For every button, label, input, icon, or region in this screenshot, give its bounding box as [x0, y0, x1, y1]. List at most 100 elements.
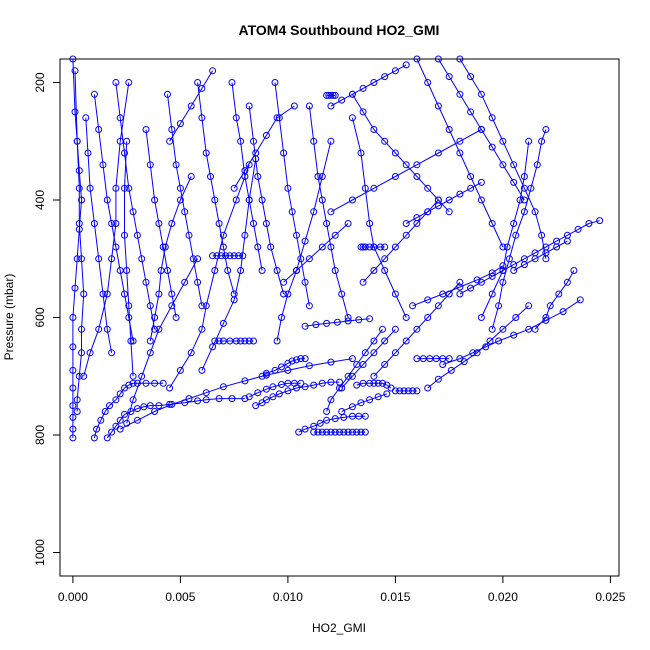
- data-point: [424, 79, 432, 86]
- series-0: [69, 55, 85, 442]
- data-point: [391, 325, 399, 333]
- data-point: [456, 149, 464, 157]
- data-point: [323, 416, 331, 424]
- data-point: [284, 366, 292, 374]
- data-point: [525, 137, 533, 145]
- data-point: [69, 314, 77, 321]
- data-point: [202, 149, 210, 157]
- data-point: [211, 267, 219, 274]
- data-point: [230, 290, 238, 298]
- data-point: [288, 208, 296, 216]
- data-point: [125, 314, 133, 321]
- data-point: [531, 325, 539, 333]
- data-point: [78, 196, 85, 204]
- data-point: [202, 389, 210, 397]
- data-point: [73, 396, 81, 404]
- series-18: [323, 325, 386, 415]
- data-point: [553, 243, 561, 251]
- data-point: [108, 349, 116, 357]
- data-point: [488, 143, 496, 151]
- series-49: [116, 355, 356, 433]
- series-line: [416, 58, 504, 248]
- data-point: [93, 425, 101, 433]
- data-point: [241, 231, 249, 239]
- data-point: [211, 337, 219, 345]
- series-line: [405, 181, 482, 224]
- data-point: [75, 372, 83, 380]
- data-point: [75, 184, 83, 192]
- data-point: [209, 343, 217, 351]
- data-point: [318, 379, 326, 387]
- data-point: [318, 196, 326, 204]
- data-point: [359, 361, 367, 368]
- series-36: [348, 114, 410, 321]
- series-48: [82, 114, 116, 357]
- series-line: [106, 398, 245, 439]
- series-53: [327, 61, 410, 110]
- data-point: [486, 337, 494, 345]
- data-point: [333, 318, 341, 326]
- data-point: [467, 173, 475, 180]
- data-point: [164, 267, 171, 274]
- data-point: [503, 243, 511, 251]
- data-point: [151, 379, 159, 387]
- data-point: [194, 255, 202, 263]
- data-point: [402, 220, 410, 227]
- data-point: [278, 381, 285, 388]
- data-point: [340, 428, 348, 436]
- data-point: [555, 290, 563, 298]
- series-8: [166, 161, 253, 392]
- series-line: [459, 58, 547, 259]
- series-25: [439, 296, 584, 368]
- series-7: [146, 173, 195, 345]
- series-21: [370, 278, 464, 380]
- series-line: [356, 382, 392, 389]
- data-point: [361, 184, 369, 192]
- chart-title: ATOM4 Southbound HO2_GMI: [239, 22, 440, 38]
- data-point: [116, 425, 124, 433]
- data-point: [488, 325, 496, 333]
- series-line: [341, 328, 396, 389]
- data-point: [370, 79, 378, 86]
- data-point: [391, 349, 399, 357]
- data-point: [370, 349, 378, 357]
- series-line: [201, 158, 257, 371]
- data-point: [413, 387, 421, 395]
- data-point: [456, 278, 464, 286]
- data-point: [344, 428, 352, 436]
- data-point: [323, 428, 331, 436]
- series-line: [442, 299, 581, 365]
- y-tick-label: 400: [33, 190, 47, 210]
- x-axis-label: HO2_GMI: [312, 621, 366, 635]
- data-point: [80, 372, 88, 380]
- data-point: [391, 173, 399, 180]
- data-point: [146, 349, 154, 357]
- series-6: [121, 137, 137, 380]
- data-point: [473, 276, 481, 284]
- data-point: [219, 231, 227, 239]
- data-point: [361, 243, 369, 251]
- data-point: [284, 184, 292, 192]
- data-point: [262, 131, 270, 139]
- data-point: [559, 308, 567, 316]
- data-point: [359, 243, 367, 251]
- series-line: [145, 129, 177, 318]
- data-point: [224, 267, 232, 274]
- data-point: [202, 302, 210, 310]
- data-point: [101, 408, 109, 415]
- data-point: [323, 319, 331, 327]
- data-point: [348, 196, 356, 204]
- data-point: [361, 428, 369, 436]
- data-point: [331, 415, 339, 423]
- data-point: [121, 149, 128, 157]
- data-point: [207, 173, 214, 180]
- data-point: [396, 387, 404, 395]
- data-point: [516, 196, 524, 204]
- data-point: [278, 314, 285, 321]
- data-point: [273, 337, 281, 345]
- data-point: [402, 231, 410, 239]
- data-point: [121, 231, 128, 239]
- data-point: [359, 108, 367, 116]
- data-point: [327, 102, 335, 110]
- data-point: [439, 290, 447, 298]
